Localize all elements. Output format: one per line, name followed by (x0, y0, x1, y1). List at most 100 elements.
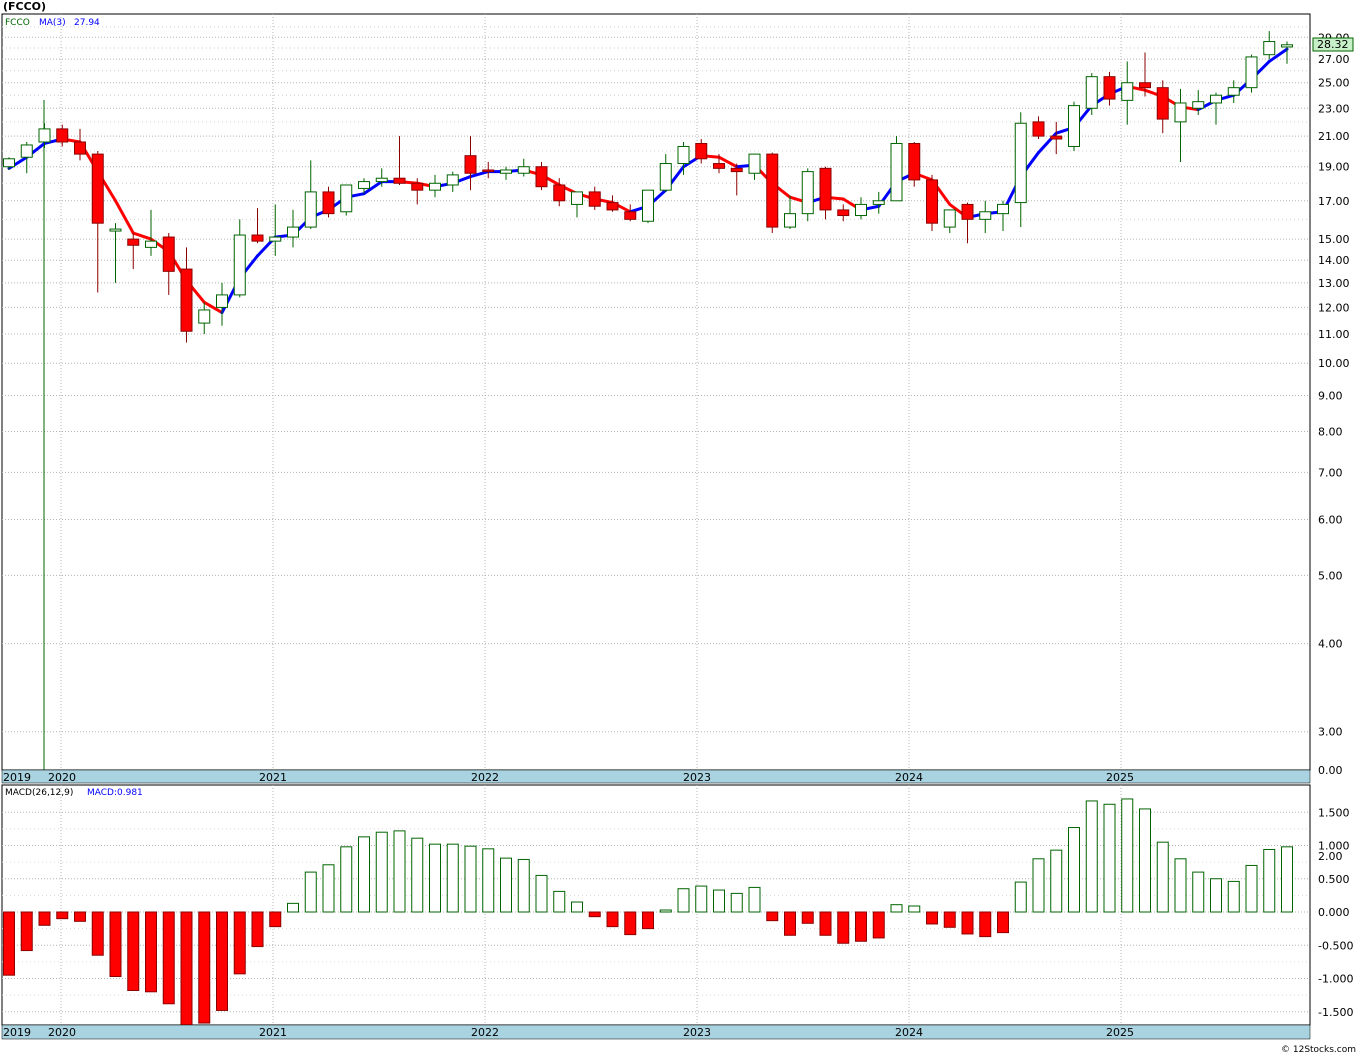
candle-body (1121, 82, 1134, 101)
macd-bars (3, 798, 1293, 1026)
candle-body (287, 226, 299, 238)
ma-segment (1267, 47, 1289, 63)
macd-bar (730, 892, 743, 913)
macd-bar (855, 911, 867, 942)
candle-body (766, 153, 779, 228)
legend-symbol: FCCO (5, 18, 30, 28)
macd-bar (517, 858, 530, 913)
candle-body (659, 163, 672, 191)
price-tick-label: 0.00 (1318, 764, 1343, 777)
macd-bar (446, 843, 459, 913)
price-tick-label: 7.00 (1318, 466, 1343, 479)
macd-year-label: 2020 (48, 1026, 76, 1039)
candle-body (411, 182, 424, 191)
macd-bar (606, 911, 619, 928)
price-tick-label: 3.00 (1318, 726, 1343, 739)
macd-tick-label: -0.500 (1318, 939, 1353, 952)
macd-bar (926, 911, 938, 925)
candle-body (801, 171, 814, 215)
macd-bar (819, 911, 832, 936)
candle-body (1103, 76, 1116, 100)
macd-bar (393, 830, 406, 913)
legend-ma-label: MA(3) (39, 18, 66, 28)
ma-segment (131, 231, 153, 241)
macd-bar (1210, 878, 1222, 913)
macd-bar (74, 911, 86, 922)
candle-body (819, 167, 832, 211)
candle-body (1227, 87, 1240, 96)
chart-title: (FCCO) (3, 0, 46, 13)
macd-bar (1227, 880, 1240, 913)
macd-bar (20, 911, 33, 952)
macd-tick-label: 0.000 (1318, 906, 1350, 919)
candle-body (322, 191, 335, 215)
ma-segment (114, 199, 135, 235)
candle-body (730, 167, 743, 173)
candle-body (890, 142, 903, 202)
price-tick-label: 13.00 (1318, 277, 1350, 290)
macd-bar (642, 911, 654, 930)
macd-bar (695, 885, 708, 913)
candle-body (606, 202, 619, 211)
price-year-label: 2023 (683, 771, 711, 784)
macd-bar (1139, 808, 1151, 913)
macd-bar (997, 911, 1009, 934)
macd-bar (872, 911, 885, 939)
macd-bar (624, 911, 637, 936)
price-tick-label: 6.00 (1318, 514, 1343, 527)
macd-bar (233, 911, 246, 975)
candle-body (393, 177, 406, 184)
candle-body (375, 177, 388, 183)
macd-tick-label: 1.000 (1318, 840, 1350, 853)
macd-bar (91, 911, 104, 956)
price-tick-label: 4.00 (1318, 638, 1343, 651)
candle-body (91, 153, 104, 224)
macd-bar (677, 888, 690, 913)
macd-bar (837, 911, 850, 944)
macd-bar (588, 911, 601, 918)
macd-bar (748, 886, 761, 913)
ma-segment (362, 180, 384, 196)
price-tick-label: 15.00 (1318, 233, 1350, 246)
candle-body (251, 234, 264, 242)
candle-body (1263, 41, 1276, 56)
candle-body (571, 191, 583, 205)
macd-x-axis-band (1, 1024, 1311, 1040)
candle-body (695, 142, 708, 160)
candle-body (713, 163, 725, 169)
macd-bar (1103, 803, 1116, 913)
candle-body (74, 141, 86, 155)
macd-bar (1050, 849, 1063, 913)
candle-body (1245, 56, 1258, 89)
price-y-axis: 29.0027.0025.0023.0021.0019.0017.0015.00… (1318, 31, 1350, 863)
price-panel: 29.0027.0025.0023.0021.0019.0017.0015.00… (1, 0, 1354, 863)
price-tick-label: 27.00 (1318, 53, 1350, 66)
macd-year-label: 2019 (3, 1026, 31, 1039)
candle-body (1210, 94, 1222, 104)
candle-body (3, 158, 15, 168)
price-tick-label: 2.00 (1318, 850, 1343, 863)
candle-body (943, 209, 956, 228)
macd-bar (340, 846, 353, 913)
macd-bar (1121, 798, 1134, 913)
macd-bar (109, 911, 122, 978)
macd-y-axis: 1.500 1.000 0.500 0.000 -0.500 -1.000 -1.500 (1318, 806, 1353, 1019)
macd-tick-label: 1.500 (1318, 806, 1350, 819)
legend-ma-value: 27.94 (74, 18, 100, 28)
macd-bar (553, 890, 566, 913)
macd-year-label: 2022 (471, 1026, 499, 1039)
macd-bar (180, 911, 193, 1026)
macd-bar (145, 911, 157, 993)
candle-body (517, 166, 530, 174)
candle-body (997, 203, 1009, 215)
macd-year-label: 2023 (683, 1026, 711, 1039)
macd-bar (198, 911, 211, 1024)
price-year-label: 2019 (3, 771, 31, 784)
macd-bar (1085, 800, 1098, 913)
price-tick-label: 25.00 (1318, 77, 1350, 90)
macd-bar (482, 848, 495, 913)
candles (3, 31, 1293, 343)
price-year-label: 2025 (1106, 771, 1134, 784)
macd-bar (1014, 881, 1027, 913)
